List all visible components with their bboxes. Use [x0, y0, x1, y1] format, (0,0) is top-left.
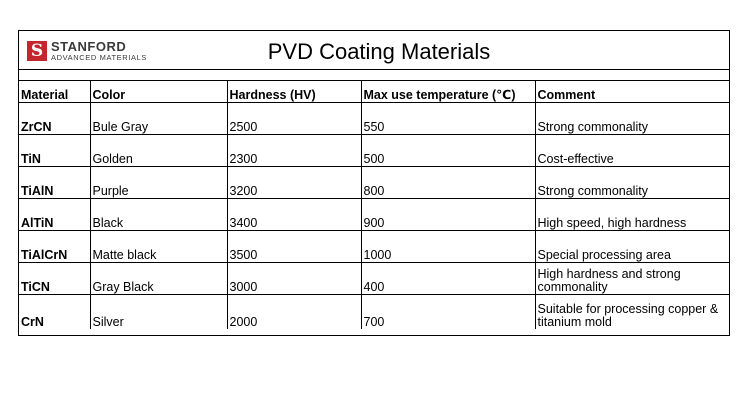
- coating-sheet: S STANFORD ADVANCED MATERIALS PVD Coatin…: [18, 30, 730, 336]
- cell-comment: Strong commonality: [534, 102, 729, 135]
- cell-color: Gray Black: [89, 262, 228, 295]
- table-row: TiCN Gray Black 3000 400 High hardness and s…: [19, 262, 729, 295]
- cell-max-temp: 700: [360, 294, 536, 329]
- cell-color: Matte black: [89, 230, 228, 263]
- cell-comment: Special processing area: [534, 230, 729, 263]
- table-row: ZrCN Bule Gray 2500 550 Strong commonality: [19, 102, 729, 135]
- cell-comment: High speed, high hardness: [534, 198, 729, 231]
- cell-material: TiCN: [19, 262, 91, 295]
- logo-mark-icon: S: [27, 41, 47, 61]
- cell-material: TiAlN: [19, 166, 91, 199]
- cell-max-temp: 550: [360, 102, 536, 135]
- cell-hardness: 3200: [226, 166, 362, 199]
- logo-subtitle: ADVANCED MATERIALS: [51, 52, 147, 62]
- cell-comment: Strong commonality: [534, 166, 729, 199]
- table-row: CrN Silver 2000 700 Suitable for processing …: [19, 294, 729, 329]
- cell-material: TiN: [19, 134, 91, 167]
- logo-text: STANFORD ADVANCED MATERIALS: [51, 40, 147, 63]
- cell-material: ZrCN: [19, 102, 91, 135]
- cell-max-temp: 400: [360, 262, 536, 295]
- table-row: TiN Golden 2300 500 Cost-effective: [19, 134, 729, 167]
- cell-material: TiAlCrN: [19, 230, 91, 263]
- title-row: S STANFORD ADVANCED MATERIALS PVD Coatin…: [19, 31, 729, 70]
- cell-max-temp: 500: [360, 134, 536, 167]
- cell-hardness: 3000: [226, 262, 362, 295]
- header-hardness: Hardness (HV): [226, 80, 362, 103]
- cell-material: CrN: [19, 294, 91, 329]
- cell-max-temp: 900: [360, 198, 536, 231]
- cell-hardness: 2000: [226, 294, 362, 329]
- page-title: PVD Coating Materials: [267, 39, 491, 64]
- header-color: Color: [89, 80, 228, 103]
- cell-hardness: 3500: [226, 230, 362, 263]
- table-row: TiAlN Purple 3200 800 Strong commonality: [19, 166, 729, 199]
- cell-comment: High hardness and strong commonality: [534, 262, 729, 295]
- cell-hardness: 2500: [226, 102, 362, 135]
- table-row: AlTiN Black 3400 900 High speed, high hardne…: [19, 198, 729, 231]
- logo-name: STANFORD: [51, 38, 127, 54]
- table-row: TiAlCrN Matte black 3500 1000 Special proces…: [19, 230, 729, 263]
- table-body: ZrCN Bule Gray 2500 550 Strong commonality Ti…: [19, 102, 729, 329]
- stanford-logo: S STANFORD ADVANCED MATERIALS: [27, 39, 147, 63]
- cell-color: Bule Gray: [89, 102, 228, 135]
- cell-color: Black: [89, 198, 228, 231]
- header-max-temp: Max use temperature (℃): [360, 80, 536, 103]
- cell-color: Purple: [89, 166, 228, 199]
- header-row: Material Color Hardness (HV) Max use tem…: [19, 80, 729, 103]
- header-material: Material: [19, 80, 91, 103]
- cell-color: Golden: [89, 134, 228, 167]
- cell-max-temp: 800: [360, 166, 536, 199]
- header-comment: Comment: [534, 80, 729, 103]
- cell-hardness: 2300: [226, 134, 362, 167]
- cell-comment: Cost-effective: [534, 134, 729, 167]
- cell-comment: Suitable for processing copper & titaniu…: [534, 294, 729, 329]
- cell-max-temp: 1000: [360, 230, 536, 263]
- materials-table: Material Color Hardness (HV) Max use tem…: [19, 80, 729, 329]
- cell-color: Silver: [89, 294, 228, 329]
- cell-material: AlTiN: [19, 198, 91, 231]
- cell-hardness: 3400: [226, 198, 362, 231]
